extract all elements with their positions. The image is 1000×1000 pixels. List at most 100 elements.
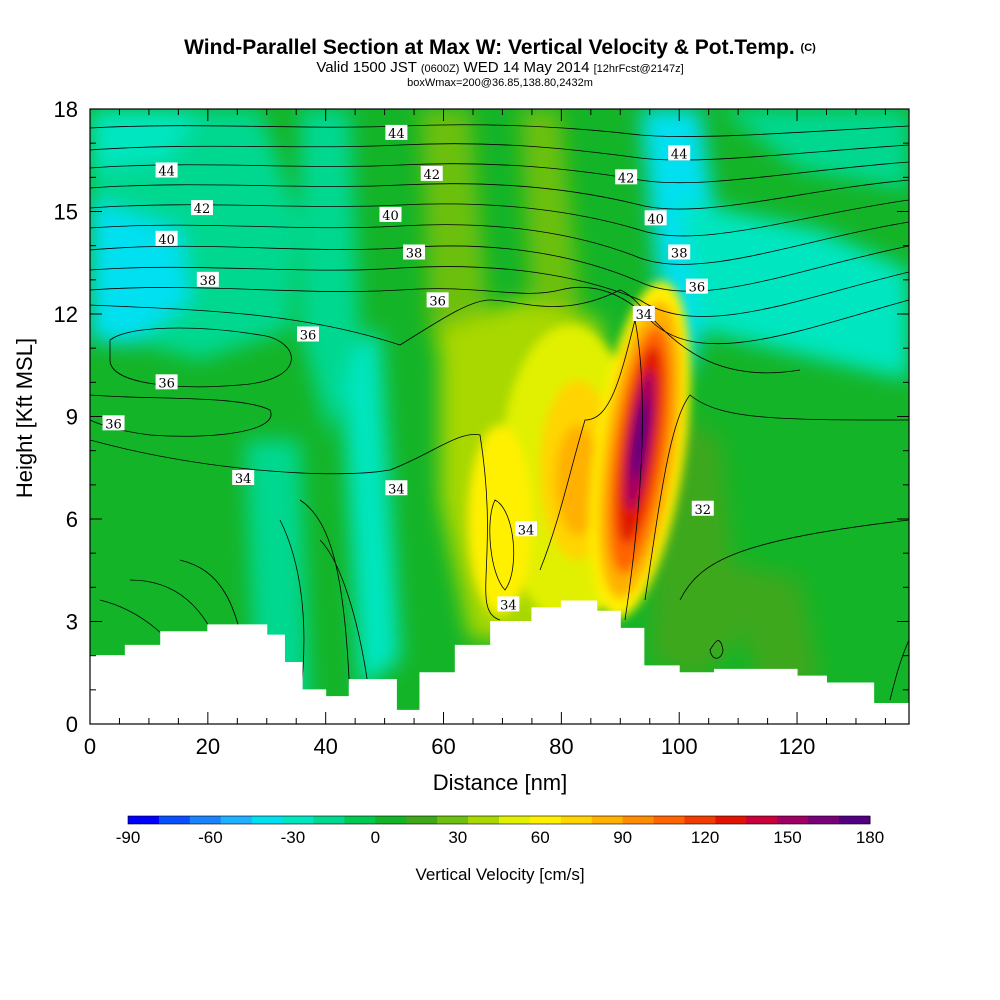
- contour-label: 34: [497, 596, 520, 613]
- svg-text:44: 44: [671, 147, 688, 162]
- contour-label: 36: [297, 326, 320, 344]
- colorbar-swatch: [189, 816, 222, 824]
- colorbar-swatch: [406, 816, 438, 824]
- terrain-mask: [90, 600, 909, 724]
- svg-text:38: 38: [200, 274, 217, 289]
- colorbar-swatch: [468, 816, 500, 824]
- svg-text:38: 38: [406, 247, 423, 262]
- colorbar-swatch: [715, 816, 747, 824]
- colorbar-swatch: [808, 816, 840, 824]
- contour-label: 42: [420, 165, 443, 183]
- x-axis: 0 20 40 60 80 100 120: [84, 109, 886, 759]
- colorbar-swatch: [313, 816, 345, 824]
- contour-label: 44: [385, 124, 408, 142]
- colorbar-swatch: [344, 816, 376, 824]
- colorbar-swatch: [375, 816, 407, 824]
- svg-text:42: 42: [618, 171, 635, 186]
- colorbar-swatch: [746, 816, 778, 824]
- colorbar: [127, 815, 871, 825]
- colorbar-tick-label: 30: [448, 828, 467, 847]
- y-tick-label: 15: [54, 200, 78, 225]
- svg-text:38: 38: [671, 247, 688, 262]
- contour-label: 36: [155, 374, 178, 391]
- colorbar-tick-label: 90: [613, 828, 632, 847]
- x-axis-label: Distance [nm]: [433, 770, 568, 795]
- svg-text:34: 34: [388, 482, 405, 497]
- contour-label: 34: [385, 480, 408, 497]
- chart-box-info: boxWmax=200@36.85,138.80,2432m: [407, 77, 593, 89]
- x-tick-label: 60: [431, 734, 455, 759]
- contour-label: 34: [515, 521, 538, 538]
- svg-text:34: 34: [636, 308, 653, 323]
- colorbar-frame: [127, 815, 871, 825]
- chart-subtitle: Valid 1500 JST (0600Z) WED 14 May 2014 […: [316, 59, 684, 76]
- contour-label: 36: [685, 278, 708, 296]
- colorbar-swatch: [622, 816, 655, 824]
- contour-label: 38: [196, 271, 219, 289]
- contour-label: 40: [379, 206, 402, 224]
- x-tick-label: 20: [196, 734, 220, 759]
- y-tick-label: 0: [66, 712, 78, 737]
- contour-label: 40: [644, 210, 667, 227]
- contour-label: 38: [668, 244, 691, 262]
- svg-text:40: 40: [647, 212, 664, 227]
- colorbar-swatch: [653, 816, 685, 824]
- colorbar-swatch: [684, 816, 716, 824]
- svg-text:42: 42: [194, 202, 211, 217]
- contour-label: 36: [426, 292, 449, 309]
- chart-title-block: Wind-Parallel Section at Max W: Vertical…: [0, 36, 1000, 89]
- colorbar-tick-label: -30: [281, 828, 306, 847]
- colorbar-tick-label: 0: [371, 828, 380, 847]
- svg-text:36: 36: [429, 294, 446, 309]
- colorbar-tick-label: -60: [198, 828, 223, 847]
- svg-text:44: 44: [158, 165, 175, 180]
- contour-label: 32: [691, 500, 714, 518]
- y-tick-label: 9: [66, 405, 78, 430]
- contour-label: 44: [155, 162, 178, 180]
- colorbar-tick-label: 150: [773, 828, 801, 847]
- y-tick-label: 6: [66, 507, 78, 532]
- contour-label: 36: [102, 415, 125, 432]
- svg-text:34: 34: [518, 523, 535, 538]
- svg-text:32: 32: [695, 503, 712, 518]
- y-axis-label: Height [Kft MSL]: [12, 338, 37, 498]
- velocity-field: 44 44 44 42 42 42 40 40 40 38 38 38 36 36 36 36 36 34 34 34…: [90, 109, 909, 724]
- svg-text:36: 36: [300, 329, 317, 344]
- contour-label: 38: [403, 244, 426, 262]
- colorbar-ticks: -90 -60 -30 0 30 60 90 120 150 180: [116, 828, 884, 847]
- y-tick-label: 18: [54, 97, 78, 122]
- colorbar-swatch: [437, 816, 469, 824]
- svg-text:34: 34: [500, 598, 517, 613]
- x-tick-label: 120: [779, 734, 816, 759]
- x-tick-label: 40: [313, 734, 337, 759]
- theta-contours: [90, 124, 909, 701]
- colorbar-swatch: [128, 816, 160, 824]
- colorbar-swatch: [560, 816, 593, 824]
- svg-text:36: 36: [689, 281, 706, 296]
- colorbar-tick-label: 180: [856, 828, 884, 847]
- contour-label: 34: [232, 470, 255, 487]
- contour-label: 40: [155, 230, 178, 248]
- svg-text:42: 42: [423, 168, 440, 183]
- y-tick-label: 12: [54, 302, 78, 327]
- colorbar-tick-label: -90: [116, 828, 141, 847]
- x-tick-label: 100: [661, 734, 698, 759]
- y-tick-label: 3: [66, 610, 78, 635]
- svg-text:36: 36: [105, 417, 122, 432]
- colorbar-swatch: [839, 816, 871, 824]
- x-tick-label: 80: [549, 734, 573, 759]
- colorbar-swatch: [777, 816, 809, 824]
- colorbar-tick-label: 60: [531, 828, 550, 847]
- svg-text:34: 34: [235, 472, 252, 487]
- colorbar-swatch: [591, 816, 624, 824]
- svg-text:44: 44: [388, 127, 405, 142]
- contour-label: 42: [615, 169, 638, 186]
- contour-label: 34: [632, 306, 655, 323]
- colorbar-swatch: [158, 816, 191, 824]
- chart-title: Wind-Parallel Section at Max W: Vertical…: [184, 36, 816, 59]
- x-tick-label: 0: [84, 734, 96, 759]
- colorbar-label: Vertical Velocity [cm/s]: [415, 865, 584, 884]
- svg-text:40: 40: [382, 209, 399, 224]
